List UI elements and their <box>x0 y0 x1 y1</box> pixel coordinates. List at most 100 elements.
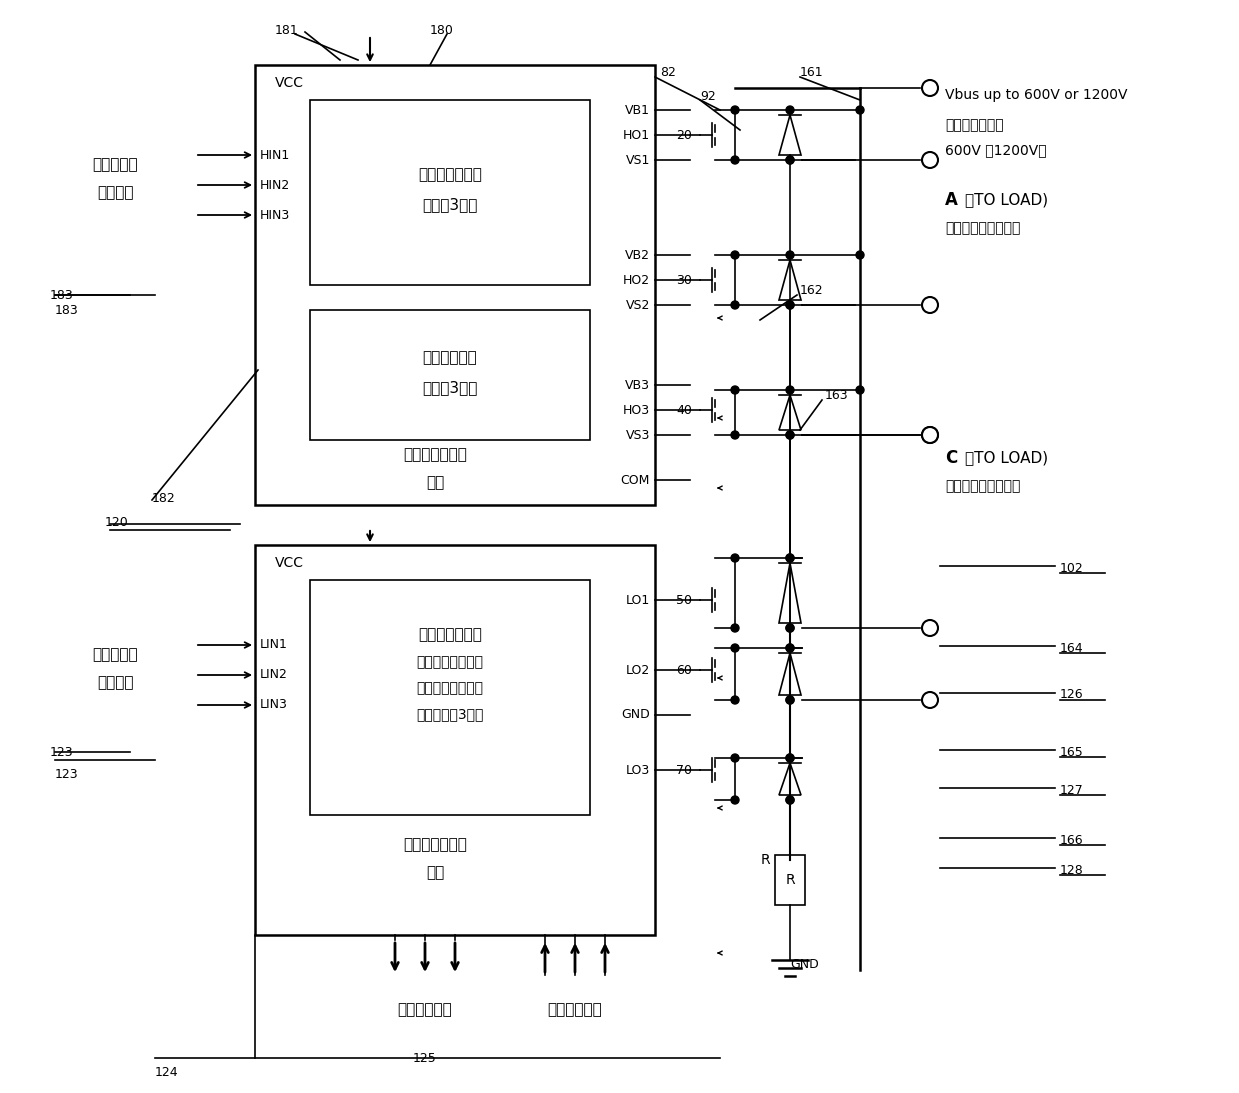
Text: （共有3路）: （共有3路） <box>422 380 478 396</box>
Circle shape <box>786 624 794 632</box>
Bar <box>255 545 655 935</box>
Text: 低压侧控制驱动: 低压侧控制驱动 <box>403 837 467 853</box>
Text: VS1: VS1 <box>626 153 650 166</box>
Text: 路）（共有3路）: 路）（共有3路） <box>416 707 483 721</box>
Circle shape <box>786 754 794 762</box>
Text: LIN2: LIN2 <box>260 669 287 682</box>
Circle shape <box>786 156 794 164</box>
Text: 保护信号输出: 保护信号输出 <box>398 1002 452 1018</box>
Text: 183: 183 <box>50 289 74 302</box>
Text: 70: 70 <box>676 764 693 776</box>
Text: HIN3: HIN3 <box>260 209 290 222</box>
Circle shape <box>731 644 738 653</box>
Text: 芯片: 芯片 <box>426 475 444 491</box>
Circle shape <box>731 431 738 439</box>
Text: VB2: VB2 <box>624 248 650 261</box>
Text: 125: 125 <box>413 1051 437 1065</box>
Text: 92: 92 <box>700 90 716 103</box>
Text: 128: 128 <box>1061 863 1084 877</box>
Bar <box>310 580 590 815</box>
Text: 电平转移模块: 电平转移模块 <box>422 351 477 365</box>
Text: 50: 50 <box>676 593 693 607</box>
Text: 166: 166 <box>1061 834 1084 846</box>
Text: VS3: VS3 <box>626 428 650 442</box>
Text: VCC: VCC <box>275 77 304 90</box>
Circle shape <box>731 106 738 114</box>
Text: 芯片: 芯片 <box>426 866 444 881</box>
Bar <box>310 310 590 440</box>
Circle shape <box>786 301 794 309</box>
Text: 保护电路、驱动电: 保护电路、驱动电 <box>416 681 483 695</box>
Text: 164: 164 <box>1061 642 1084 655</box>
Circle shape <box>786 106 794 114</box>
Text: 低压侧驱动模块: 低压侧驱动模块 <box>418 627 482 643</box>
Text: 20: 20 <box>676 129 693 141</box>
Text: 123: 123 <box>50 745 73 759</box>
Text: A: A <box>945 191 958 209</box>
Bar <box>776 855 805 905</box>
Circle shape <box>856 106 864 114</box>
Circle shape <box>731 696 738 704</box>
Circle shape <box>786 156 794 164</box>
Circle shape <box>786 251 794 259</box>
Text: 高压侧控制驱动: 高压侧控制驱动 <box>403 447 467 462</box>
Circle shape <box>856 251 864 259</box>
Text: 126: 126 <box>1061 689 1084 702</box>
Text: R: R <box>761 853 769 867</box>
Text: VB3: VB3 <box>624 378 650 391</box>
Text: 102: 102 <box>1061 562 1084 575</box>
Text: （接三相电机相线）: （接三相电机相线） <box>945 221 1021 235</box>
Text: VCC: VCC <box>275 556 304 571</box>
Text: （TO LOAD): （TO LOAD) <box>965 192 1048 208</box>
Circle shape <box>786 696 794 704</box>
Text: LO2: LO2 <box>626 663 650 677</box>
Circle shape <box>922 427 938 443</box>
Circle shape <box>922 152 938 168</box>
Text: 30: 30 <box>676 273 693 286</box>
Circle shape <box>856 386 864 393</box>
Circle shape <box>786 624 794 632</box>
Text: LO3: LO3 <box>626 764 650 776</box>
Text: LIN1: LIN1 <box>260 638 287 651</box>
Text: LIN3: LIN3 <box>260 698 287 712</box>
Circle shape <box>731 754 738 762</box>
Text: 高压侧逻辑: 高压侧逻辑 <box>92 157 138 173</box>
Text: 124: 124 <box>155 1067 178 1080</box>
Text: HO1: HO1 <box>623 129 650 141</box>
Text: （控制逻辑电路、: （控制逻辑电路、 <box>416 655 483 669</box>
Text: 60: 60 <box>676 663 693 677</box>
Circle shape <box>786 554 794 562</box>
Circle shape <box>786 386 794 393</box>
Text: 181: 181 <box>275 24 299 36</box>
Text: （共有3路）: （共有3路） <box>422 198 478 212</box>
Text: 控制信号: 控制信号 <box>97 186 134 200</box>
Text: 控制信号: 控制信号 <box>97 675 134 691</box>
Text: 162: 162 <box>800 283 824 296</box>
Text: 180: 180 <box>430 24 453 36</box>
Bar <box>310 99 590 285</box>
Circle shape <box>922 620 938 636</box>
Text: 161: 161 <box>800 66 824 79</box>
Text: GND: GND <box>790 957 819 971</box>
Text: 165: 165 <box>1061 745 1084 759</box>
Circle shape <box>731 301 738 309</box>
Text: COM: COM <box>621 473 650 486</box>
Circle shape <box>786 796 794 804</box>
Text: VS2: VS2 <box>626 298 650 312</box>
Text: 82: 82 <box>660 66 676 79</box>
Text: HIN2: HIN2 <box>260 178 290 191</box>
Circle shape <box>786 431 794 439</box>
Text: （TO LOAD): （TO LOAD) <box>965 450 1048 466</box>
Circle shape <box>786 696 794 704</box>
Text: 高压侧驱动模块: 高压侧驱动模块 <box>418 167 482 183</box>
Text: 120: 120 <box>105 516 129 529</box>
Text: GND: GND <box>621 708 650 721</box>
Circle shape <box>731 796 738 804</box>
Text: （接三相电机相线）: （接三相电机相线） <box>945 479 1021 493</box>
Circle shape <box>786 644 794 653</box>
Circle shape <box>731 386 738 393</box>
Text: 低压侧逻辑: 低压侧逻辑 <box>92 647 138 662</box>
Circle shape <box>786 644 794 653</box>
Text: C: C <box>945 449 958 467</box>
Text: 123: 123 <box>55 768 78 781</box>
